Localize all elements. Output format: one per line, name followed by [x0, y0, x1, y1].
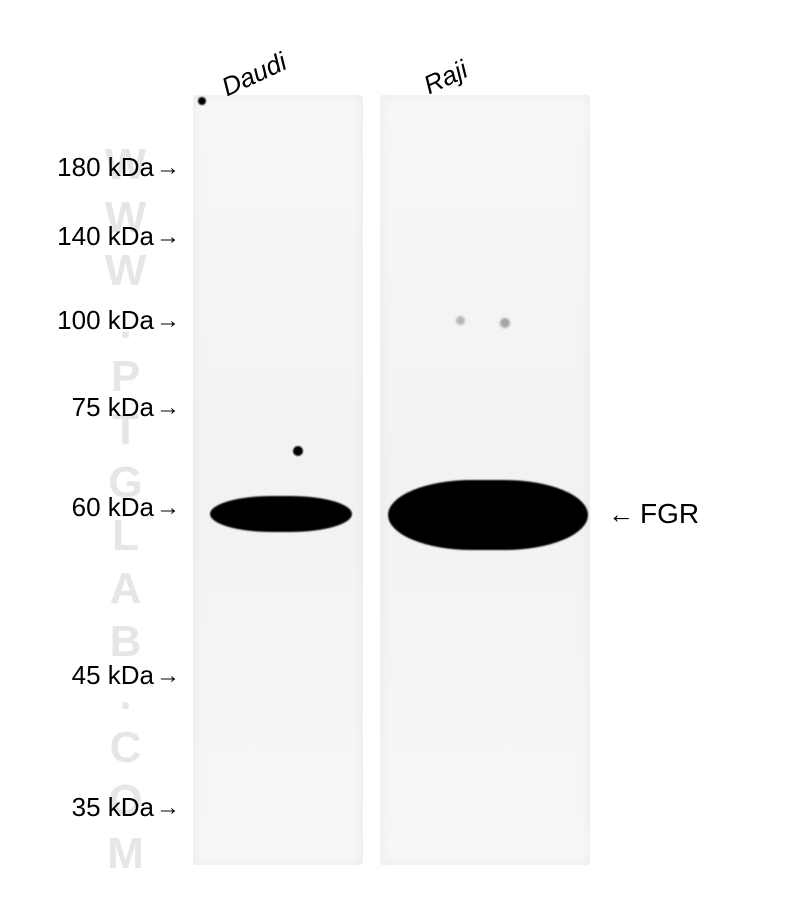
marker-60: 60 kDa →: [72, 492, 180, 523]
blot-canvas: WWW.PTGLAB.COM Daudi Raji 180 kDa → 140 …: [0, 0, 800, 903]
marker-label: 60 kDa: [72, 492, 154, 523]
marker-75: 75 kDa →: [72, 392, 180, 423]
target-label: FGR: [640, 498, 699, 530]
marker-label: 35 kDa: [72, 792, 154, 823]
marker-45: 45 kDa →: [72, 660, 180, 691]
marker-label: 140 kDa: [57, 221, 154, 252]
arrow-icon: →: [156, 307, 180, 335]
band-raji: [388, 480, 588, 550]
arrow-icon: →: [156, 662, 180, 690]
marker-35: 35 kDa →: [72, 792, 180, 823]
raji-spot-1: [456, 316, 465, 325]
marker-100: 100 kDa →: [57, 305, 180, 336]
marker-label: 75 kDa: [72, 392, 154, 423]
arrow-icon: →: [156, 154, 180, 182]
marker-label: 180 kDa: [57, 152, 154, 183]
raji-spot-2: [500, 318, 510, 328]
daudi-dot: [293, 446, 303, 456]
arrow-icon: →: [156, 794, 180, 822]
arrow-icon: →: [156, 494, 180, 522]
lane-label-raji: Raji: [419, 54, 473, 101]
arrow-icon: →: [156, 394, 180, 422]
arrow-icon: →: [156, 223, 180, 251]
marker-180: 180 kDa →: [57, 152, 180, 183]
band-daudi: [210, 496, 352, 532]
marker-140: 140 kDa →: [57, 221, 180, 252]
target-label-row: ← FGR: [608, 498, 699, 530]
marker-label: 45 kDa: [72, 660, 154, 691]
arrow-left-icon: ←: [608, 499, 634, 530]
marker-label: 100 kDa: [57, 305, 154, 336]
daudi-top-dot: [198, 97, 206, 105]
lane-daudi: [193, 95, 363, 865]
